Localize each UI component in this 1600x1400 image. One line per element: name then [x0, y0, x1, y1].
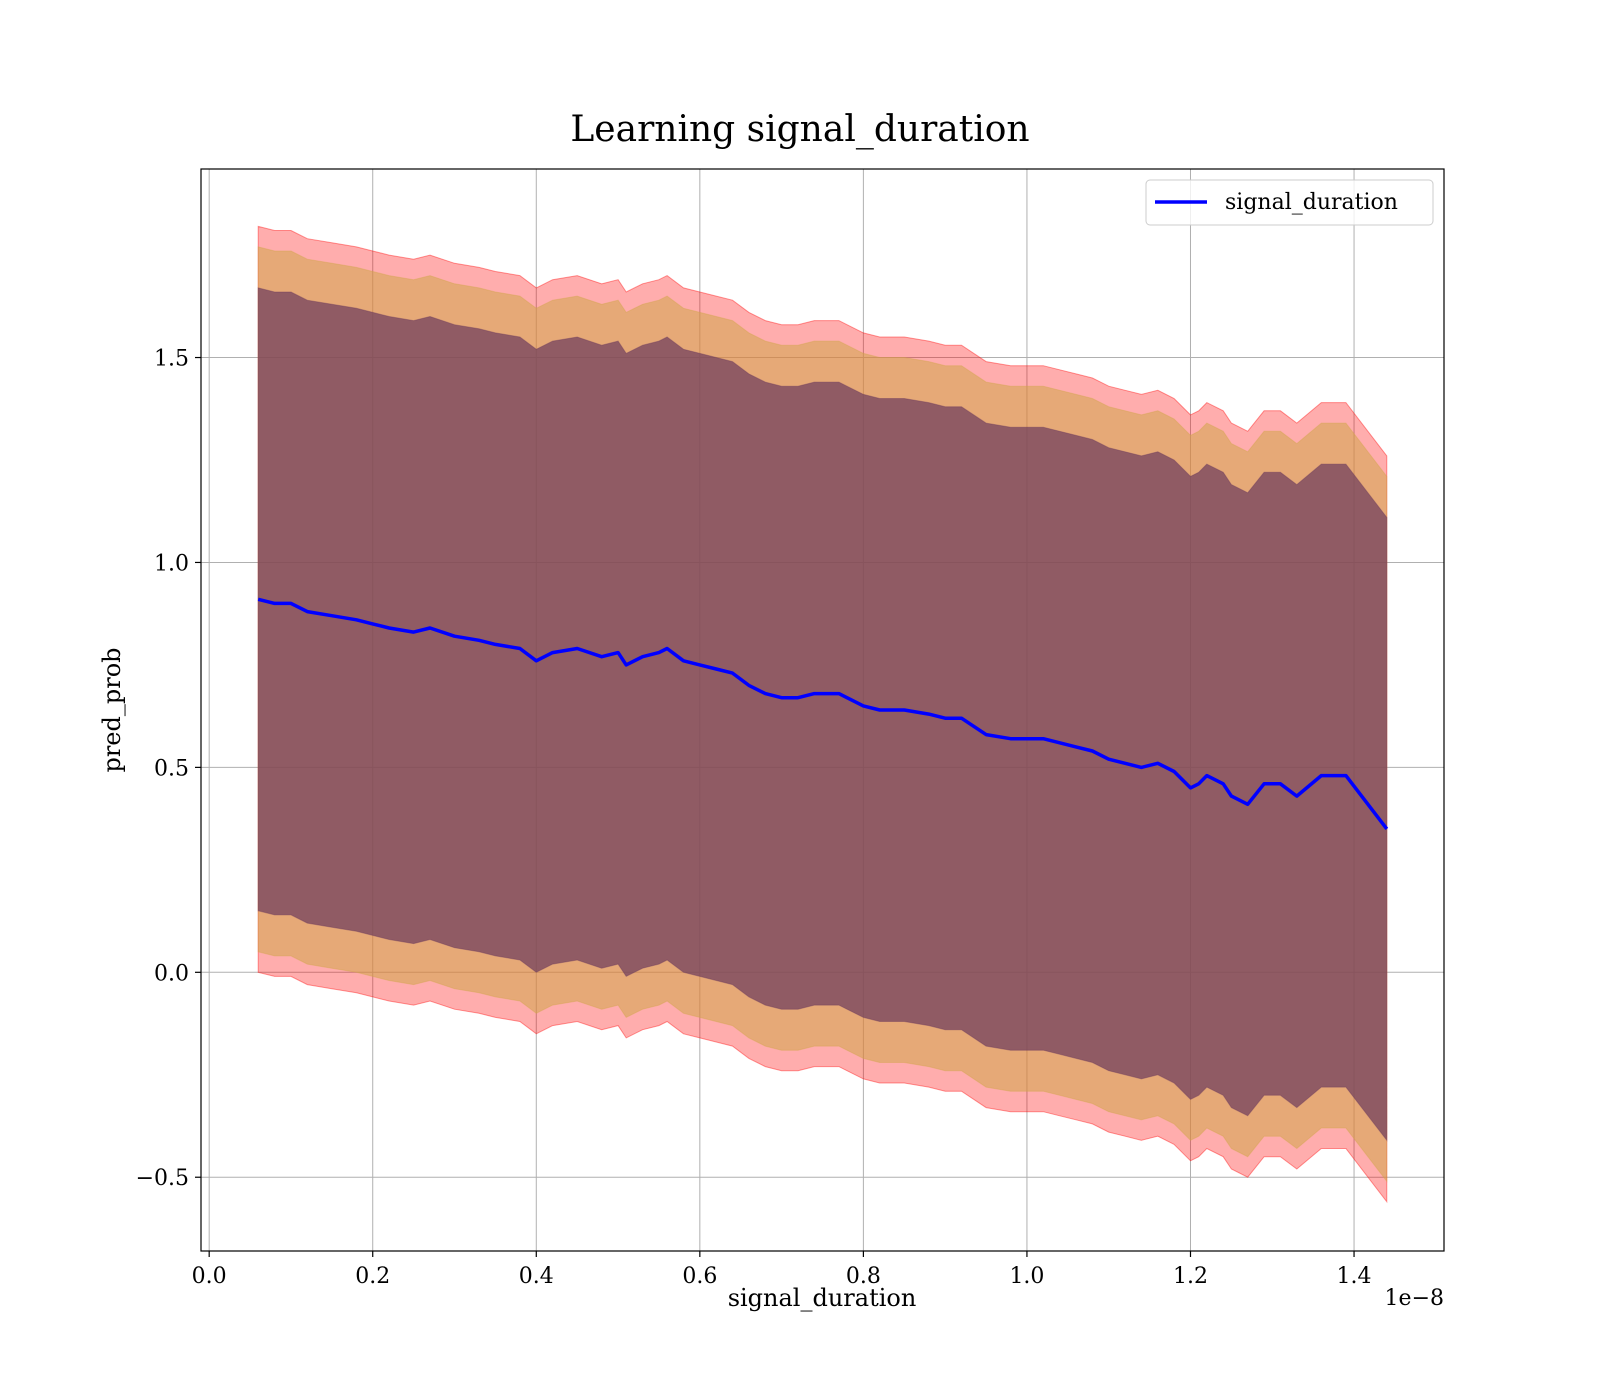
y-axis-label: pred_prob — [98, 647, 126, 772]
x-tick-label: 0.0 — [192, 1264, 227, 1289]
x-tick-label: 0.8 — [846, 1264, 881, 1289]
confidence-bands — [257, 225, 1388, 1204]
band-inner — [257, 287, 1388, 1142]
series-line-signal-duration — [257, 597, 1389, 830]
y-tick-label: 1.0 — [154, 551, 189, 576]
x-axis-offset-label: 1e−8 — [1385, 1286, 1444, 1311]
legend: signal_duration — [1145, 179, 1434, 226]
x-tick-label: 1.0 — [1009, 1264, 1044, 1289]
y-tick-label: −0.5 — [136, 1166, 189, 1191]
series-line-layer — [257, 597, 1389, 830]
y-tick-label: 1.5 — [154, 347, 189, 372]
x-tick-label: 0.4 — [519, 1264, 554, 1289]
y-tick-label: 0.5 — [154, 756, 189, 781]
y-ticks: −0.5 0.0 0.5 1.0 1.5 — [136, 347, 201, 1191]
x-tick-label: 1.2 — [1173, 1264, 1208, 1289]
x-tick-label: 0.2 — [355, 1264, 390, 1289]
plot-frame — [200, 168, 1445, 1252]
x-ticks: 0.0 0.2 0.4 0.6 0.8 1.0 1.2 1.4 — [192, 1251, 1372, 1289]
x-axis-label: signal_duration — [728, 1284, 917, 1312]
y-tick-label: 0.0 — [154, 961, 189, 986]
x-tick-label: 0.6 — [682, 1264, 717, 1289]
legend-label-signal-duration: signal_duration — [1225, 190, 1398, 215]
x-tick-label: 1.4 — [1337, 1264, 1372, 1289]
chart-title: Learning signal_duration — [570, 109, 1029, 150]
legend-box — [1145, 179, 1434, 226]
